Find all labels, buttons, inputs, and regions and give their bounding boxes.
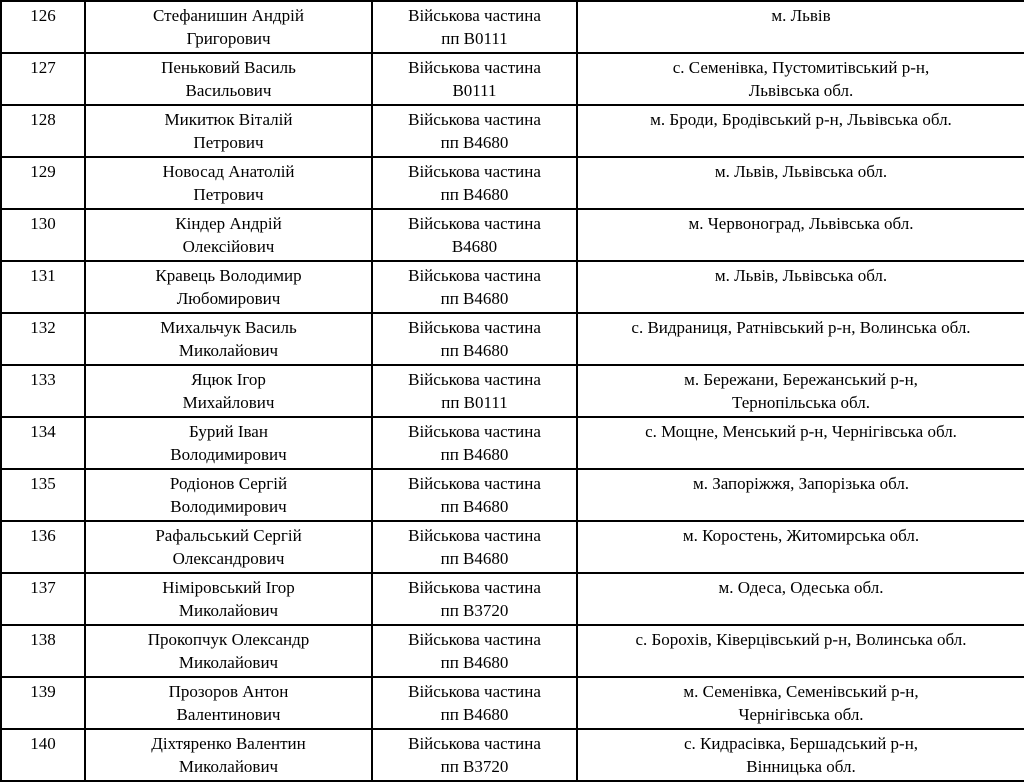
military-unit-cell: Військова частина В0111	[371, 52, 578, 106]
table-row: 134 Бурий Іван Володимирович Військова час…	[0, 416, 1024, 470]
location-cell: м. Коростень, Житомирська обл.	[576, 520, 1024, 574]
military-unit-cell: Військова частина пп В4680	[371, 468, 578, 522]
table-row: 136 Рафальський Сергій Олександрович Війсь…	[0, 520, 1024, 574]
row-number-cell: 130	[0, 208, 86, 262]
table-row: 135 Родіонов Сергій Володимирович Військов…	[0, 468, 1024, 522]
military-unit-cell: Військова частина В4680	[371, 208, 578, 262]
table-row: 137 Німіровський Ігор Миколайович Військов…	[0, 572, 1024, 626]
table-row: 126 Стефанишин Андрій Григорович Військова…	[0, 0, 1024, 54]
row-number-cell: 134	[0, 416, 86, 470]
table-row: 129 Новосад Анатолій Петрович Військова ча…	[0, 156, 1024, 210]
military-unit-cell: Військова частина пп В3720	[371, 572, 578, 626]
person-name-cell: Діхтяренко Валентин Миколайович	[84, 728, 373, 782]
military-unit-cell: Військова частина пп В0111	[371, 364, 578, 418]
row-number-cell: 132	[0, 312, 86, 366]
person-name-cell: Микитюк Віталій Петрович	[84, 104, 373, 158]
table-row: 133 Яцюк Ігор Михайлович Військова частина…	[0, 364, 1024, 418]
person-name-cell: Стефанишин Андрій Григорович	[84, 0, 373, 54]
table-row: 128 Микитюк Віталій Петрович Військова час…	[0, 104, 1024, 158]
location-cell: с. Борохів, Ківерцівський р-н, Волинська…	[576, 624, 1024, 678]
location-cell: м. Бережани, Бережанський р-н, Тернопіль…	[576, 364, 1024, 418]
row-number-cell: 131	[0, 260, 86, 314]
row-number-cell: 135	[0, 468, 86, 522]
row-number-cell: 137	[0, 572, 86, 626]
military-unit-cell: Військова частина пп В4680	[371, 312, 578, 366]
location-cell: с. Кидрасівка, Бершадський р-н, Вінницьк…	[576, 728, 1024, 782]
location-cell: м. Львів, Львівська обл.	[576, 260, 1024, 314]
row-number-cell: 138	[0, 624, 86, 678]
military-unit-cell: Військова частина пп В3720	[371, 728, 578, 782]
table-row: 140 Діхтяренко Валентин Миколайович Військ…	[0, 728, 1024, 782]
military-unit-cell: Військова частина пп В4680	[371, 520, 578, 574]
table-row: 131 Кравець Володимир Любомирович Військов…	[0, 260, 1024, 314]
row-number-cell: 140	[0, 728, 86, 782]
military-unit-cell: Військова частина пп В0111	[371, 0, 578, 54]
table-row: 138 Прокопчук Олександр Миколайович Військ…	[0, 624, 1024, 678]
table-row: 127 Пеньковий Василь Васильович Військова …	[0, 52, 1024, 106]
location-cell: м. Червоноград, Львівська обл.	[576, 208, 1024, 262]
person-name-cell: Прозоров Антон Валентинович	[84, 676, 373, 730]
person-name-cell: Кравець Володимир Любомирович	[84, 260, 373, 314]
location-cell: м. Запоріжжя, Запорізька обл.	[576, 468, 1024, 522]
person-name-cell: Прокопчук Олександр Миколайович	[84, 624, 373, 678]
row-number-cell: 127	[0, 52, 86, 106]
person-name-cell: Новосад Анатолій Петрович	[84, 156, 373, 210]
location-cell: с. Видраниця, Ратнівський р-н, Волинська…	[576, 312, 1024, 366]
row-number-cell: 126	[0, 0, 86, 54]
military-unit-cell: Військова частина пп В4680	[371, 676, 578, 730]
military-unit-cell: Військова частина пп В4680	[371, 104, 578, 158]
row-number-cell: 129	[0, 156, 86, 210]
table-row: 132 Михальчук Василь Миколайович Військова…	[0, 312, 1024, 366]
location-cell: с. Семенівка, Пустомитівський р-н, Львів…	[576, 52, 1024, 106]
table-row: 139 Прозоров Антон Валентинович Військова …	[0, 676, 1024, 730]
location-cell: м. Львів, Львівська обл.	[576, 156, 1024, 210]
person-name-cell: Німіровський Ігор Миколайович	[84, 572, 373, 626]
location-cell: м. Семенівка, Семенівський р-н, Чернігів…	[576, 676, 1024, 730]
location-cell: м. Броди, Бродівський р-н, Львівська обл…	[576, 104, 1024, 158]
table-row: 130 Кіндер Андрій Олексійович Військова ча…	[0, 208, 1024, 262]
location-cell: с. Мощне, Менський р-н, Чернігівська обл…	[576, 416, 1024, 470]
military-unit-cell: Військова частина пп В4680	[371, 624, 578, 678]
row-number-cell: 133	[0, 364, 86, 418]
person-name-cell: Бурий Іван Володимирович	[84, 416, 373, 470]
location-cell: м. Одеса, Одеська обл.	[576, 572, 1024, 626]
person-name-cell: Кіндер Андрій Олексійович	[84, 208, 373, 262]
location-cell: м. Львів	[576, 0, 1024, 54]
military-unit-cell: Військова частина пп В4680	[371, 260, 578, 314]
person-name-cell: Родіонов Сергій Володимирович	[84, 468, 373, 522]
person-name-cell: Рафальський Сергій Олександрович	[84, 520, 373, 574]
military-unit-cell: Військова частина пп В4680	[371, 416, 578, 470]
person-name-cell: Пеньковий Василь Васильович	[84, 52, 373, 106]
person-name-cell: Михальчук Василь Миколайович	[84, 312, 373, 366]
row-number-cell: 139	[0, 676, 86, 730]
row-number-cell: 136	[0, 520, 86, 574]
person-name-cell: Яцюк Ігор Михайлович	[84, 364, 373, 418]
military-unit-cell: Військова частина пп В4680	[371, 156, 578, 210]
row-number-cell: 128	[0, 104, 86, 158]
